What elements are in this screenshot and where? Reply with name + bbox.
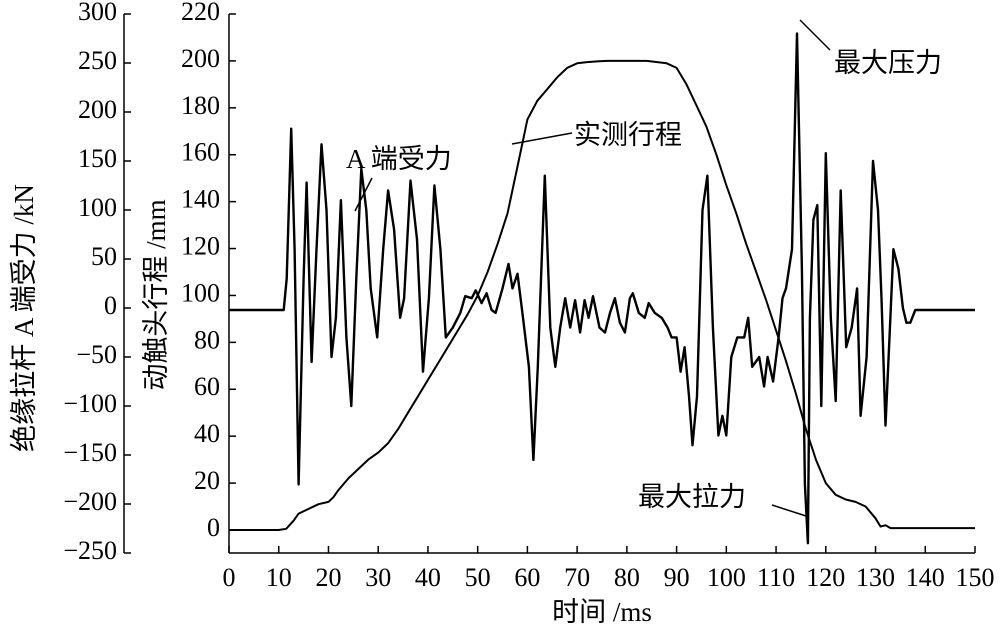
annotation-leader-force bbox=[354, 177, 373, 212]
x-tick-label: 130 bbox=[856, 563, 895, 592]
x-tick-label: 50 bbox=[465, 563, 491, 592]
annotation-leader-stroke bbox=[511, 132, 573, 145]
x-tick-label: 150 bbox=[956, 563, 995, 592]
annotation-stroke: 实测行程 bbox=[574, 120, 682, 150]
left-tick-label: −150 bbox=[63, 438, 117, 467]
x-tick-label: 120 bbox=[806, 563, 845, 592]
annotation-leader-max-compression bbox=[799, 19, 831, 51]
left-axis: 300 250 200 150 100 50 0 −50 −100 −150 −200 −250 bbox=[63, 0, 131, 565]
left-tick-label: −50 bbox=[76, 340, 117, 369]
annotation-max-compression: 最大压力 bbox=[834, 48, 942, 78]
y-left-axis-title: 绝缘拉杆 A 端受力 /kN bbox=[9, 184, 39, 452]
right-tick-label: 120 bbox=[181, 232, 220, 261]
y-right-axis-title: 动触头行程 /mm bbox=[141, 199, 171, 390]
x-tick-label: 60 bbox=[514, 563, 540, 592]
left-tick-label: −250 bbox=[63, 536, 117, 565]
right-tick-label: 40 bbox=[194, 419, 220, 448]
right-tick-label: 20 bbox=[194, 466, 220, 495]
annotation-leader-max-tension bbox=[771, 504, 807, 517]
x-tick-label: 140 bbox=[906, 563, 945, 592]
x-tick-label: 90 bbox=[664, 563, 690, 592]
x-axis: 0 10 20 30 40 50 60 70 80 90 100 110 120 130 140 150 bbox=[223, 546, 995, 592]
series-layer bbox=[229, 32, 975, 545]
x-tick-label: 110 bbox=[757, 563, 795, 592]
left-tick-label: 50 bbox=[91, 242, 117, 271]
left-tick-label: 100 bbox=[78, 193, 117, 222]
right-tick-label: 100 bbox=[181, 278, 220, 307]
right-tick-label: 80 bbox=[194, 325, 220, 354]
right-tick-label: 60 bbox=[194, 372, 220, 401]
x-axis-title: 时间 /ms bbox=[552, 597, 652, 627]
x-tick-label: 10 bbox=[266, 563, 292, 592]
series-line-stroke bbox=[229, 59, 975, 531]
left-tick-label: 0 bbox=[104, 291, 117, 320]
left-tick-label: 250 bbox=[78, 46, 117, 75]
right-tick-label: 180 bbox=[181, 91, 220, 120]
left-tick-label: −200 bbox=[63, 487, 117, 516]
left-tick-label: 300 bbox=[78, 0, 117, 26]
left-tick-label: 150 bbox=[78, 144, 117, 173]
x-tick-label: 70 bbox=[564, 563, 590, 592]
right-tick-label: 160 bbox=[181, 138, 220, 167]
annotation-force: A 端受力 bbox=[346, 144, 452, 174]
left-tick-label: −100 bbox=[63, 389, 117, 418]
x-tick-label: 80 bbox=[614, 563, 640, 592]
left-tick-label: 200 bbox=[78, 95, 117, 124]
x-tick-label: 100 bbox=[707, 563, 746, 592]
series-line-force bbox=[229, 32, 975, 545]
x-tick-label: 40 bbox=[415, 563, 441, 592]
right-tick-label: 220 bbox=[181, 0, 220, 26]
annotation-max-tension: 最大拉力 bbox=[638, 482, 746, 512]
right-tick-label: 200 bbox=[181, 44, 220, 73]
x-tick-label: 0 bbox=[223, 563, 236, 592]
x-tick-label: 20 bbox=[315, 563, 341, 592]
right-tick-label: 0 bbox=[207, 513, 220, 542]
x-tick-label: 30 bbox=[365, 563, 391, 592]
right-tick-label: 140 bbox=[181, 185, 220, 214]
